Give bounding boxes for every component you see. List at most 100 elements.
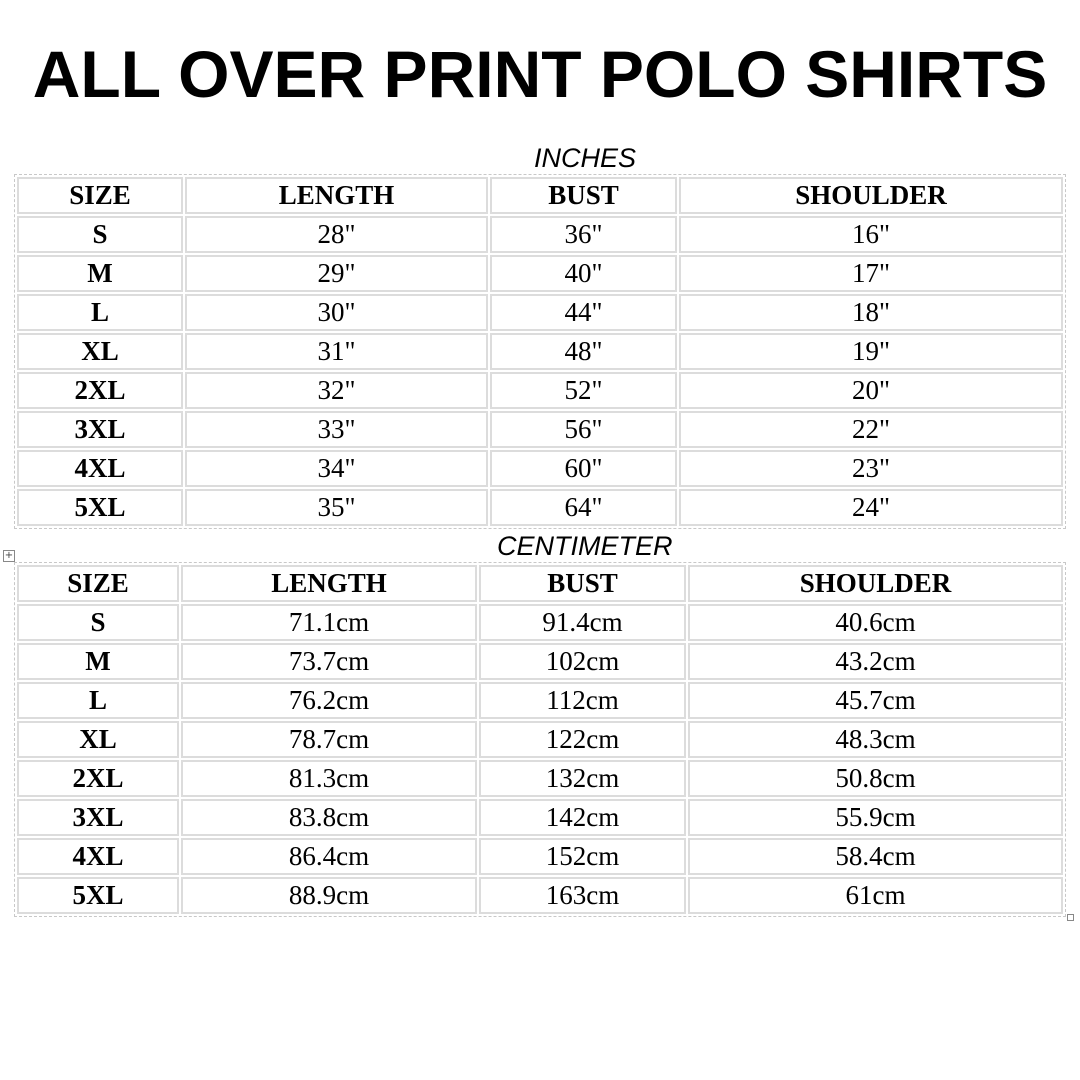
value-cell: 40" bbox=[490, 255, 677, 292]
header-row: SIZE LENGTH BUST SHOULDER bbox=[17, 565, 1063, 602]
size-cell: 3XL bbox=[17, 799, 179, 836]
value-cell: 132cm bbox=[479, 760, 686, 797]
value-cell: 32" bbox=[185, 372, 488, 409]
size-cell: M bbox=[17, 255, 183, 292]
size-cell: S bbox=[17, 216, 183, 253]
value-cell: 35" bbox=[185, 489, 488, 526]
value-cell: 52" bbox=[490, 372, 677, 409]
header-row: SIZE LENGTH BUST SHOULDER bbox=[17, 177, 1063, 214]
table-row: M 29" 40" 17" bbox=[17, 255, 1063, 292]
value-cell: 45.7cm bbox=[688, 682, 1063, 719]
value-cell: 40.6cm bbox=[688, 604, 1063, 641]
table-row: M 73.7cm 102cm 43.2cm bbox=[17, 643, 1063, 680]
value-cell: 152cm bbox=[479, 838, 686, 875]
value-cell: 36" bbox=[490, 216, 677, 253]
value-cell: 29" bbox=[185, 255, 488, 292]
size-cell: L bbox=[17, 682, 179, 719]
inches-caption: INCHES bbox=[534, 143, 637, 173]
value-cell: 142cm bbox=[479, 799, 686, 836]
value-cell: 91.4cm bbox=[479, 604, 686, 641]
value-cell: 20" bbox=[679, 372, 1063, 409]
value-cell: 60" bbox=[490, 450, 677, 487]
table-row: 3XL 33" 56" 22" bbox=[17, 411, 1063, 448]
value-cell: 28" bbox=[185, 216, 488, 253]
value-cell: 61cm bbox=[688, 877, 1063, 914]
table-row: 4XL 34" 60" 23" bbox=[17, 450, 1063, 487]
value-cell: 44" bbox=[490, 294, 677, 331]
value-cell: 31" bbox=[185, 333, 488, 370]
size-cell: 5XL bbox=[17, 489, 183, 526]
table-row: XL 78.7cm 122cm 48.3cm bbox=[17, 721, 1063, 758]
title-container: ALL OVER PRINT POLO SHIRTS bbox=[0, 38, 1080, 111]
value-cell: 71.1cm bbox=[181, 604, 477, 641]
value-cell: 58.4cm bbox=[688, 838, 1063, 875]
size-cell: XL bbox=[17, 721, 179, 758]
value-cell: 76.2cm bbox=[181, 682, 477, 719]
size-cell: M bbox=[17, 643, 179, 680]
value-cell: 16" bbox=[679, 216, 1063, 253]
column-header: SHOULDER bbox=[679, 177, 1063, 214]
value-cell: 55.9cm bbox=[688, 799, 1063, 836]
value-cell: 33" bbox=[185, 411, 488, 448]
value-cell: 122cm bbox=[479, 721, 686, 758]
value-cell: 19" bbox=[679, 333, 1063, 370]
value-cell: 88.9cm bbox=[181, 877, 477, 914]
size-cell: 4XL bbox=[17, 838, 179, 875]
table-row: L 76.2cm 112cm 45.7cm bbox=[17, 682, 1063, 719]
column-header: SIZE bbox=[17, 565, 179, 602]
column-header: SIZE bbox=[17, 177, 183, 214]
table-row: XL 31" 48" 19" bbox=[17, 333, 1063, 370]
table-row: 4XL 86.4cm 152cm 58.4cm bbox=[17, 838, 1063, 875]
value-cell: 18" bbox=[679, 294, 1063, 331]
centimeter-table: SIZE LENGTH BUST SHOULDER S 71.1cm 91.4cm 40.6c… bbox=[15, 563, 1065, 916]
table-row: S 28" 36" 16" bbox=[17, 216, 1063, 253]
size-cell: 2XL bbox=[17, 372, 183, 409]
value-cell: 112cm bbox=[479, 682, 686, 719]
column-header: BUST bbox=[479, 565, 686, 602]
table-row: 5XL 35" 64" 24" bbox=[17, 489, 1063, 526]
table-row: L 30" 44" 18" bbox=[17, 294, 1063, 331]
value-cell: 73.7cm bbox=[181, 643, 477, 680]
size-cell: 4XL bbox=[17, 450, 183, 487]
size-cell: 2XL bbox=[17, 760, 179, 797]
centimeter-table-container: SIZE LENGTH BUST SHOULDER S 71.1cm 91.4cm 40.6c… bbox=[14, 562, 1066, 917]
table-row: 5XL 88.9cm 163cm 61cm bbox=[17, 877, 1063, 914]
table-row: 3XL 83.8cm 142cm 55.9cm bbox=[17, 799, 1063, 836]
size-cell: S bbox=[17, 604, 179, 641]
resize-handle-icon[interactable] bbox=[1067, 914, 1074, 921]
value-cell: 83.8cm bbox=[181, 799, 477, 836]
column-header: LENGTH bbox=[181, 565, 477, 602]
value-cell: 78.7cm bbox=[181, 721, 477, 758]
value-cell: 17" bbox=[679, 255, 1063, 292]
value-cell: 86.4cm bbox=[181, 838, 477, 875]
value-cell: 48" bbox=[490, 333, 677, 370]
move-handle-icon[interactable]: + bbox=[3, 550, 15, 562]
value-cell: 34" bbox=[185, 450, 488, 487]
page-title: ALL OVER PRINT POLO SHIRTS bbox=[32, 37, 1048, 111]
size-cell: 3XL bbox=[17, 411, 183, 448]
value-cell: 24" bbox=[679, 489, 1063, 526]
value-cell: 22" bbox=[679, 411, 1063, 448]
table-row: 2XL 32" 52" 20" bbox=[17, 372, 1063, 409]
table-row: S 71.1cm 91.4cm 40.6cm bbox=[17, 604, 1063, 641]
value-cell: 81.3cm bbox=[181, 760, 477, 797]
value-cell: 163cm bbox=[479, 877, 686, 914]
size-cell: 5XL bbox=[17, 877, 179, 914]
column-header: LENGTH bbox=[185, 177, 488, 214]
size-cell: L bbox=[17, 294, 183, 331]
value-cell: 23" bbox=[679, 450, 1063, 487]
value-cell: 48.3cm bbox=[688, 721, 1063, 758]
table-row: 2XL 81.3cm 132cm 50.8cm bbox=[17, 760, 1063, 797]
centimeter-caption: CENTIMETER bbox=[497, 531, 673, 561]
column-header: BUST bbox=[490, 177, 677, 214]
value-cell: 56" bbox=[490, 411, 677, 448]
column-header: SHOULDER bbox=[688, 565, 1063, 602]
value-cell: 43.2cm bbox=[688, 643, 1063, 680]
size-cell: XL bbox=[17, 333, 183, 370]
value-cell: 102cm bbox=[479, 643, 686, 680]
value-cell: 30" bbox=[185, 294, 488, 331]
inches-table-container: SIZE LENGTH BUST SHOULDER S 28" 36" 16" M 29" 40" 1… bbox=[14, 174, 1066, 529]
inches-table: SIZE LENGTH BUST SHOULDER S 28" 36" 16" M 29" 40" 1… bbox=[15, 175, 1065, 528]
value-cell: 50.8cm bbox=[688, 760, 1063, 797]
value-cell: 64" bbox=[490, 489, 677, 526]
